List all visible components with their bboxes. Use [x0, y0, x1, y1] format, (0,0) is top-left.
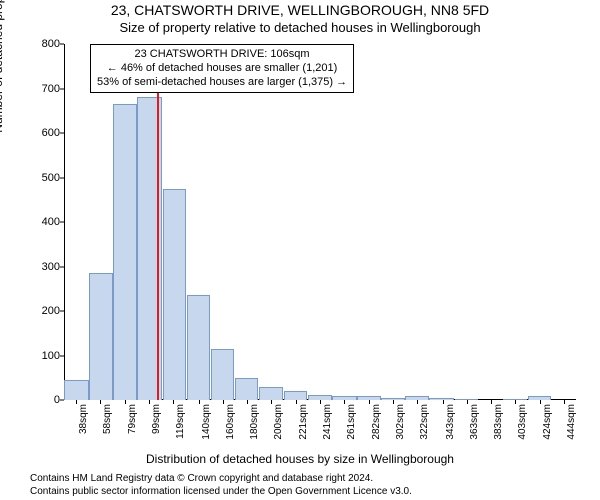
x-tick-label: 403sqm [517, 404, 528, 454]
histogram-bar [259, 387, 284, 400]
y-axis-label: Number of detached properties [0, 0, 5, 240]
x-tick-label: 424sqm [542, 404, 553, 454]
x-tick-label: 140sqm [201, 404, 212, 454]
y-tick-label: 600 [24, 127, 60, 139]
histogram-bar [163, 189, 187, 400]
chart-title: 23, CHATSWORTH DRIVE, WELLINGBOROUGH, NN… [0, 2, 600, 18]
chart-plot-area [64, 44, 576, 400]
x-tick-mark [491, 400, 492, 404]
y-tick-mark [60, 355, 64, 356]
chart-subtitle: Size of property relative to detached ho… [0, 20, 600, 35]
y-tick-label: 500 [24, 172, 60, 184]
x-tick-mark [271, 400, 272, 404]
x-tick-mark [344, 400, 345, 404]
x-tick-label: 79sqm [127, 404, 138, 454]
x-tick-mark [296, 400, 297, 404]
annotation-line-1: 23 CHATSWORTH DRIVE: 106sqm [97, 48, 347, 62]
attribution-line-1: Contains HM Land Registry data © Crown c… [30, 473, 412, 486]
x-tick-label: 261sqm [346, 404, 357, 454]
x-tick-label: 302sqm [395, 404, 406, 454]
x-tick-label: 363sqm [469, 404, 480, 454]
histogram-bar [89, 273, 113, 400]
x-tick-mark [320, 400, 321, 404]
y-tick-mark [60, 222, 64, 223]
x-tick-mark [199, 400, 200, 404]
x-tick-mark [247, 400, 248, 404]
annotation-line-3: 53% of semi-detached houses are larger (… [97, 76, 347, 90]
x-tick-label: 444sqm [566, 404, 577, 454]
x-tick-label: 221sqm [298, 404, 309, 454]
x-tick-label: 119sqm [175, 404, 186, 454]
x-tick-mark [100, 400, 101, 404]
y-tick-label: 200 [24, 305, 60, 317]
x-tick-label: 99sqm [151, 404, 162, 454]
y-axis-line [64, 44, 65, 400]
x-tick-mark [540, 400, 541, 404]
y-tick-label: 300 [24, 261, 60, 273]
x-tick-mark [515, 400, 516, 404]
y-tick-mark [60, 400, 64, 401]
y-tick-mark [60, 133, 64, 134]
x-tick-label: 38sqm [78, 404, 89, 454]
x-tick-label: 58sqm [102, 404, 113, 454]
x-tick-mark [467, 400, 468, 404]
histogram-bar [187, 295, 211, 400]
y-tick-mark [60, 311, 64, 312]
x-tick-label: 200sqm [273, 404, 284, 454]
x-tick-label: 180sqm [249, 404, 260, 454]
annotation-box: 23 CHATSWORTH DRIVE: 106sqm ← 46% of det… [90, 44, 354, 93]
x-tick-mark [443, 400, 444, 404]
annotation-line-2: ← 46% of detached houses are smaller (1,… [97, 62, 347, 76]
histogram-bar [113, 104, 137, 400]
reference-marker-line [157, 44, 159, 400]
x-tick-label: 322sqm [419, 404, 430, 454]
y-tick-label: 100 [24, 350, 60, 362]
x-tick-label: 241sqm [322, 404, 333, 454]
x-tick-mark [223, 400, 224, 404]
x-tick-mark [564, 400, 565, 404]
y-tick-label: 400 [24, 216, 60, 228]
x-axis-label: Distribution of detached houses by size … [0, 452, 600, 466]
x-tick-label: 343sqm [445, 404, 456, 454]
x-tick-label: 383sqm [493, 404, 504, 454]
histogram-bar [211, 349, 235, 400]
x-tick-label: 160sqm [225, 404, 236, 454]
y-tick-label: 700 [24, 83, 60, 95]
y-tick-label: 0 [24, 394, 60, 406]
y-tick-mark [60, 177, 64, 178]
y-tick-mark [60, 44, 64, 45]
histogram-bar [284, 391, 308, 400]
attribution-text: Contains HM Land Registry data © Crown c… [30, 473, 412, 498]
y-tick-mark [60, 88, 64, 89]
histogram-bar [235, 378, 259, 400]
x-tick-label: 282sqm [371, 404, 382, 454]
histogram-bar [64, 380, 89, 400]
x-tick-mark [76, 400, 77, 404]
y-tick-label: 800 [24, 38, 60, 50]
y-tick-mark [60, 266, 64, 267]
attribution-line-2: Contains public sector information licen… [30, 486, 412, 499]
